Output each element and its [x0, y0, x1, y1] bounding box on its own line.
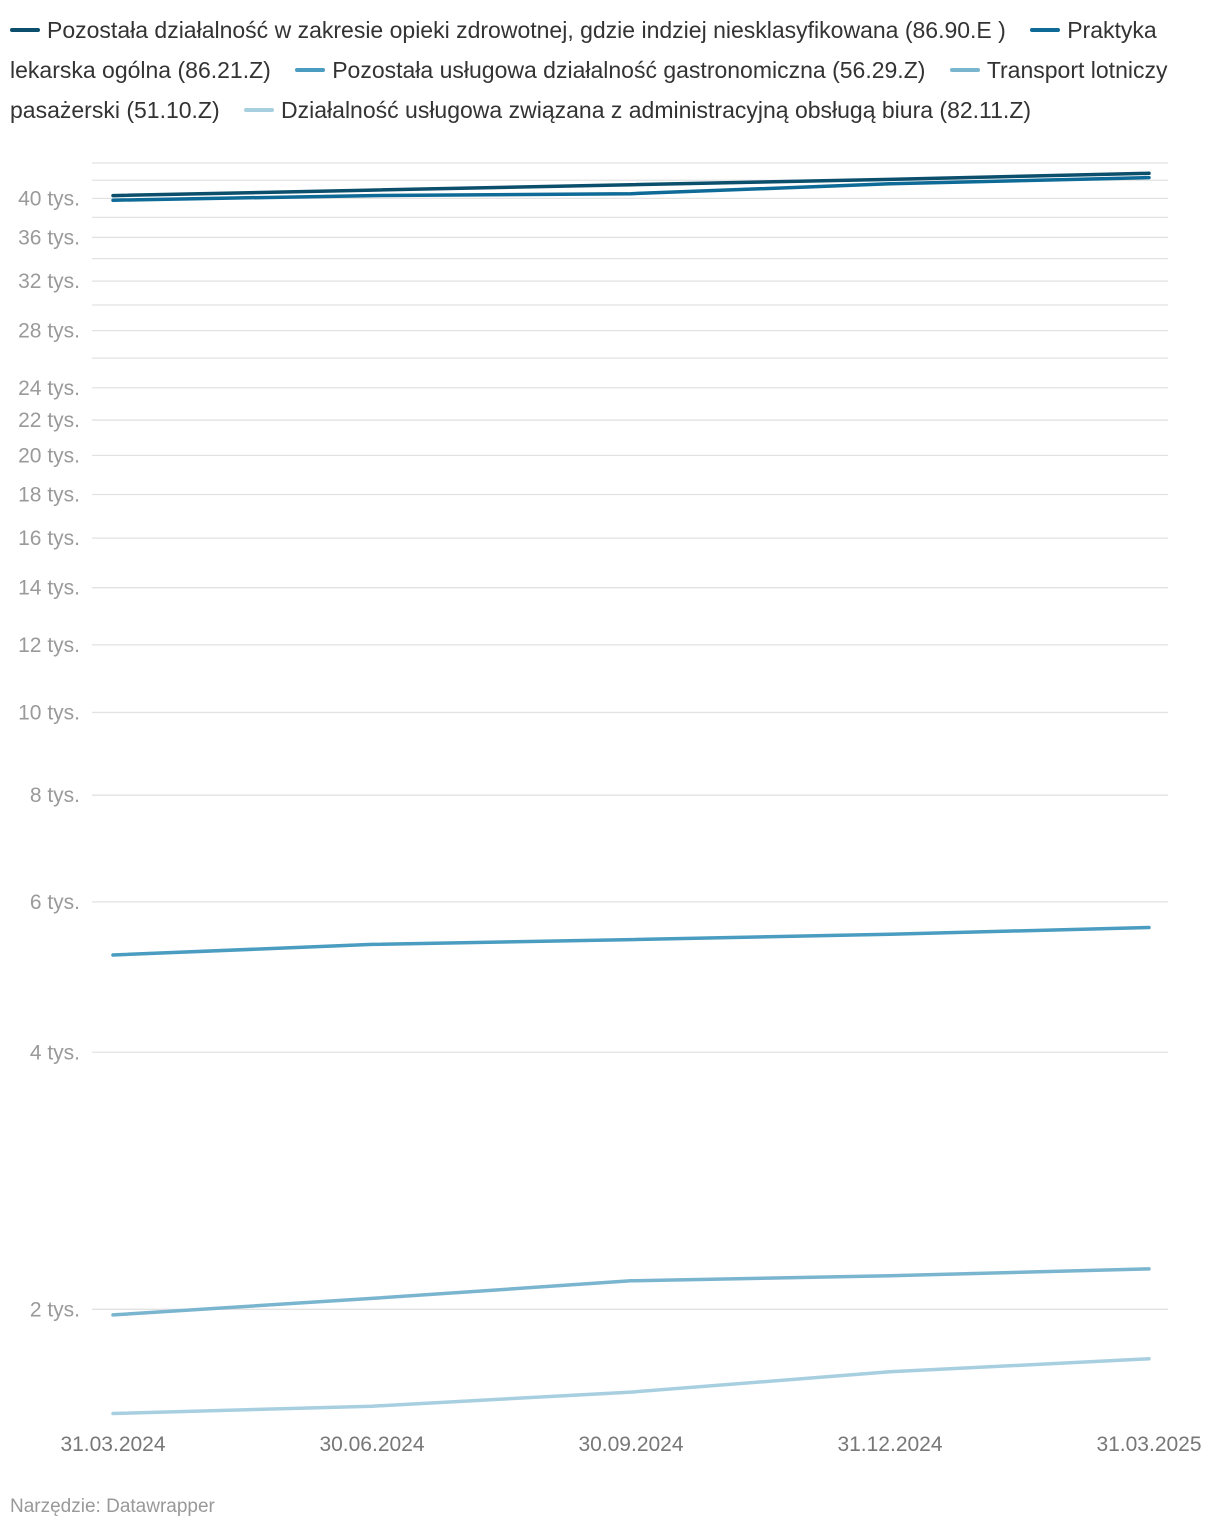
y-tick-label: 24 tys.: [18, 377, 80, 400]
legend-item: Działalność usługowa związana z administ…: [244, 97, 1031, 123]
y-tick-label: 28 tys.: [18, 320, 80, 343]
legend-swatch: [10, 27, 40, 32]
y-tick-label: 32 tys.: [18, 270, 80, 293]
legend-label: Pozostała działalność w zakresie opieki …: [47, 17, 1006, 43]
legend-item: Pozostała działalność w zakresie opieki …: [10, 17, 1006, 43]
y-tick-label: 14 tys.: [18, 577, 80, 600]
x-tick-label: 31.12.2024: [837, 1433, 942, 1456]
y-tick-label: 20 tys.: [18, 444, 80, 467]
series-line: [111, 175, 1151, 202]
series-line: [111, 171, 1151, 198]
legend-swatch: [1030, 27, 1061, 32]
y-tick-label: 16 tys.: [18, 527, 80, 550]
x-tick-label: 31.03.2024: [60, 1433, 165, 1456]
y-tick-label: 40 tys.: [18, 187, 80, 210]
y-tick-label: 10 tys.: [18, 701, 80, 724]
legend-swatch: [295, 67, 326, 72]
legend-swatch: [244, 107, 275, 112]
legend-item: Praktyka lekarska ogólna (86.21.Z): [10, 17, 1157, 83]
line-chart: 2 tys. 4 tys. 6 tys. 8 tys. 10 tys. 12 tys. 14…: [18, 162, 1202, 1456]
chart-legend: Pozostała działalność w zakresie opieki …: [10, 10, 1210, 130]
legend-label: Działalność usługowa związana z administ…: [281, 97, 1032, 123]
x-tick-label: 30.09.2024: [578, 1433, 683, 1456]
x-tick-label: 31.03.2025: [1096, 1433, 1201, 1456]
y-tick-label: 2 tys.: [30, 1298, 80, 1321]
legend-label: Transport lotniczy pasażerski (51.10.Z): [10, 57, 1168, 123]
y-tick-label: 8 tys.: [30, 784, 80, 807]
x-tick-label: 30.06.2024: [319, 1433, 424, 1456]
y-tick-label: 18 tys.: [18, 483, 80, 506]
legend-label: Pozostała usługowa działalność gastronom…: [332, 57, 926, 83]
y-tick-label: 22 tys.: [18, 409, 80, 432]
legend-item: Transport lotniczy pasażerski (51.10.Z): [10, 57, 1167, 123]
legend-item: Pozostała usługowa działalność gastronom…: [295, 57, 925, 83]
legend-label: Praktyka lekarska ogólna (86.21.Z): [10, 17, 1157, 83]
series-lines: [111, 171, 1151, 1416]
gridlines: [92, 162, 1168, 1310]
y-tick-label: 6 tys.: [30, 891, 80, 914]
y-tick-label: 12 tys.: [18, 634, 80, 657]
y-axis-tick-labels: 2 tys. 4 tys. 6 tys. 8 tys. 10 tys. 12 tys. 14…: [18, 187, 80, 1321]
x-axis-tick-labels: 31.03.2024 30.06.2024 30.09.2024 31.12.2024…: [60, 1433, 1201, 1456]
legend-swatch: [949, 67, 980, 72]
y-tick-label: 4 tys.: [30, 1041, 80, 1064]
series-line: [111, 925, 1151, 957]
series-line: [111, 1267, 1151, 1317]
y-tick-label: 36 tys.: [18, 226, 80, 249]
series-line: [111, 1357, 1151, 1416]
source-note: Narzędzie: Datawrapper: [10, 1496, 215, 1517]
